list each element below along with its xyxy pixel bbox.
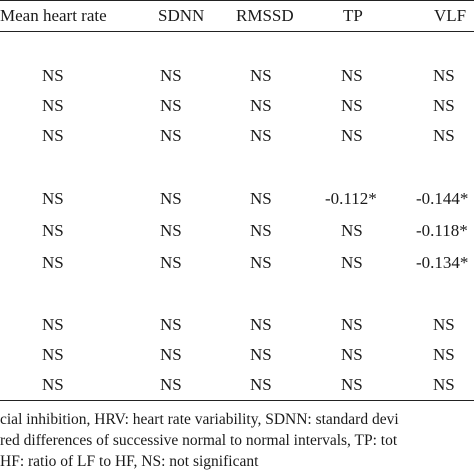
cell-tp: NS xyxy=(341,345,363,364)
cell-rmssd: NS xyxy=(250,66,272,85)
cell-vlf: NS xyxy=(433,375,455,394)
cell-sdnn: NS xyxy=(160,315,182,334)
cell-tp: NS xyxy=(341,126,363,145)
cell-rmssd: NS xyxy=(250,221,272,240)
cell-vlf: NS xyxy=(433,126,455,145)
cell-vlf: NS xyxy=(433,66,455,85)
top-rule xyxy=(0,0,474,1)
cell-rmssd: NS xyxy=(250,96,272,115)
header-vlf: VLF xyxy=(434,6,467,25)
cell-sdnn: NS xyxy=(160,221,182,240)
cell-mean-heart-rate: NS xyxy=(42,96,64,115)
cell-sdnn: NS xyxy=(160,375,182,394)
cell-tp: -0.112* xyxy=(325,189,377,208)
header-rmssd: RMSSD xyxy=(236,6,294,25)
cell-vlf: NS xyxy=(433,345,455,364)
cell-tp: NS xyxy=(341,253,363,272)
cell-mean-heart-rate: NS xyxy=(42,315,64,334)
header-rule xyxy=(0,31,474,32)
cell-tp: NS xyxy=(341,315,363,334)
cell-mean-heart-rate: NS xyxy=(42,66,64,85)
cell-sdnn: NS xyxy=(160,189,182,208)
cell-rmssd: NS xyxy=(250,345,272,364)
cell-sdnn: NS xyxy=(160,345,182,364)
cell-vlf: NS xyxy=(433,96,455,115)
footnote-line-1: cial inhibition, HRV: heart rate variabi… xyxy=(0,411,399,428)
cell-mean-heart-rate: NS xyxy=(42,221,64,240)
cell-mean-heart-rate: NS xyxy=(42,345,64,364)
cell-mean-heart-rate: NS xyxy=(42,189,64,208)
header-tp: TP xyxy=(343,6,363,25)
cell-sdnn: NS xyxy=(160,126,182,145)
cell-mean-heart-rate: NS xyxy=(42,375,64,394)
cell-tp: NS xyxy=(341,375,363,394)
cell-tp: NS xyxy=(341,66,363,85)
cell-sdnn: NS xyxy=(160,253,182,272)
header-mean-heart-rate: Mean heart rate xyxy=(0,6,107,25)
cell-rmssd: NS xyxy=(250,126,272,145)
cell-tp: NS xyxy=(341,221,363,240)
cell-rmssd: NS xyxy=(250,375,272,394)
bottom-rule xyxy=(0,400,474,401)
cell-rmssd: NS xyxy=(250,253,272,272)
header-sdnn: SDNN xyxy=(158,6,205,25)
cell-vlf: -0.144* xyxy=(416,189,469,208)
cell-rmssd: NS xyxy=(250,189,272,208)
cell-vlf: -0.134* xyxy=(416,253,469,272)
footnote-line-2: red differences of successive normal to … xyxy=(0,432,398,449)
cell-rmssd: NS xyxy=(250,315,272,334)
cell-mean-heart-rate: NS xyxy=(42,253,64,272)
cell-mean-heart-rate: NS xyxy=(42,126,64,145)
footnote-line-3: HF: ratio of LF to HF, NS: not significa… xyxy=(0,453,259,470)
cell-sdnn: NS xyxy=(160,96,182,115)
cell-sdnn: NS xyxy=(160,66,182,85)
cell-tp: NS xyxy=(341,96,363,115)
cell-vlf: NS xyxy=(433,315,455,334)
cell-vlf: -0.118* xyxy=(416,221,468,240)
